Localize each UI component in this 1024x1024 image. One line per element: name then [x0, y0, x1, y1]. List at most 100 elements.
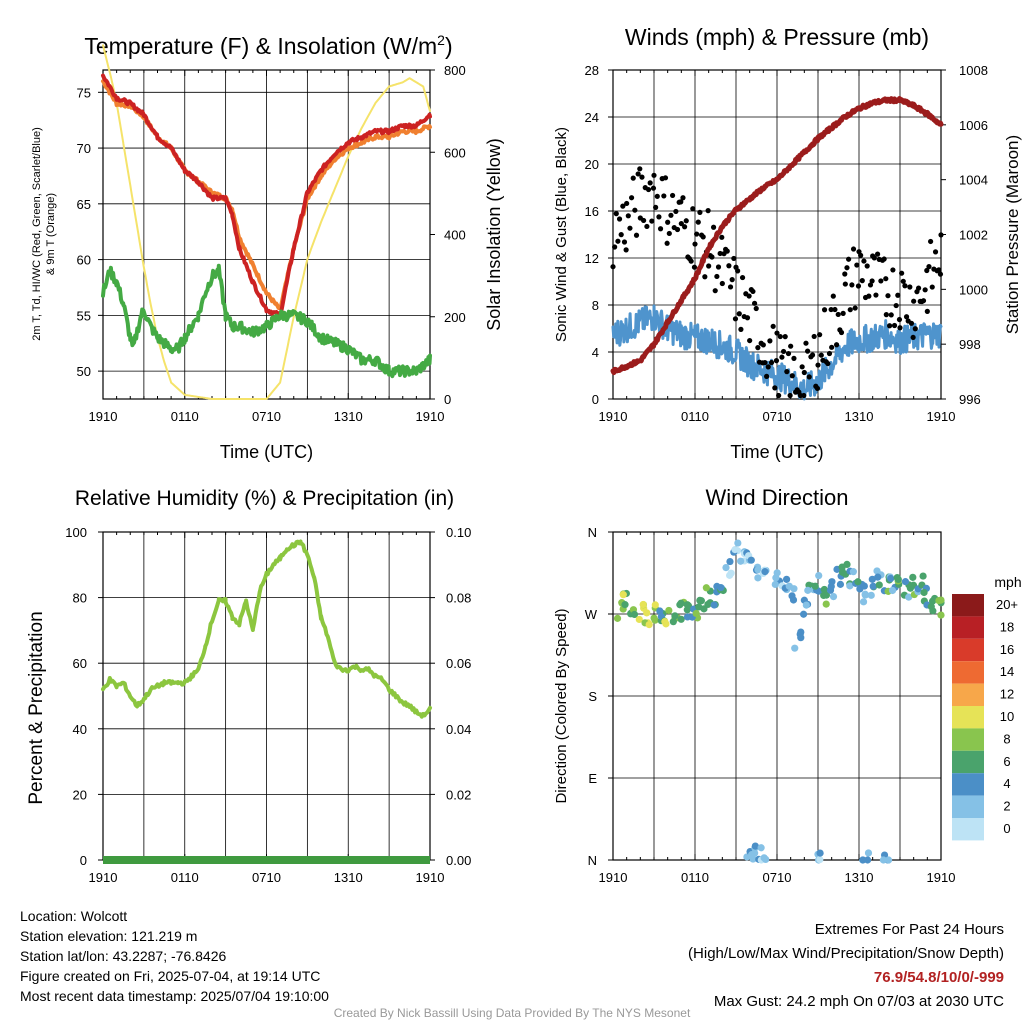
gust-point: [858, 252, 864, 258]
direction-point: [815, 571, 823, 580]
gust-point: [702, 274, 708, 280]
y-tick-label: N: [588, 525, 597, 540]
gust-point: [815, 362, 821, 368]
gust-point: [801, 369, 807, 376]
y-tick-label: 12: [585, 251, 599, 266]
gust-point: [825, 360, 831, 367]
gust-point: [610, 264, 616, 270]
legend-swatch: [952, 683, 984, 706]
legend-label: 4: [1003, 776, 1010, 791]
gust-point: [805, 348, 811, 354]
gust-point: [750, 288, 756, 295]
gust-point: [915, 285, 922, 291]
direction-point: [854, 578, 862, 586]
direction-point: [867, 591, 875, 599]
y-tick-label: 50: [77, 364, 91, 379]
gust-point: [849, 282, 855, 288]
gust-point: [911, 298, 917, 304]
gust-point: [907, 284, 913, 290]
gust-point: [633, 232, 640, 238]
gust-point: [929, 284, 935, 290]
x-tick-label: 1910: [927, 409, 956, 424]
gust-point: [644, 223, 650, 230]
winds-chart-title: Winds (mph) & Pressure (mb): [625, 24, 929, 50]
gust-point: [666, 230, 672, 237]
direction-point: [859, 856, 867, 864]
gust-point: [694, 231, 700, 237]
gust-point: [866, 293, 872, 299]
direction-point: [669, 618, 677, 626]
gust-point: [637, 166, 643, 172]
gust-point: [890, 267, 896, 273]
direction-point: [734, 539, 742, 547]
gust-point: [695, 219, 701, 225]
direction-point: [702, 584, 710, 592]
x-tick-label: 1910: [416, 870, 445, 885]
gust-point: [726, 263, 732, 269]
gust-point: [625, 213, 631, 219]
gust-point: [924, 308, 930, 314]
gust-point: [801, 392, 807, 399]
legend-label: 0: [1003, 821, 1010, 836]
gust-point: [881, 256, 887, 262]
x-tick-label: 1910: [599, 409, 628, 424]
gust-point: [859, 278, 865, 284]
direction-point: [621, 601, 629, 609]
direction-point: [816, 849, 824, 857]
temperature-chart: Temperature (F) & Insolation (W/m2) 50 55 6…: [31, 32, 504, 462]
direction-point: [861, 591, 869, 599]
gust-point: [787, 392, 793, 399]
direction-point: [802, 601, 810, 609]
direction-point: [683, 606, 691, 614]
direction-point: [929, 607, 937, 615]
direction-point: [710, 601, 718, 609]
direction-point: [884, 856, 893, 864]
temp-y-axis-label: 2m T, Td, HI/WC (Red, Green, Scarlet/Blu…: [31, 127, 43, 341]
gust-point: [724, 248, 730, 254]
gust-point: [817, 332, 823, 338]
direction-point: [643, 609, 651, 617]
direction-point: [804, 586, 812, 594]
gust-point: [844, 265, 850, 271]
temp-y-axis-label: & 9m T (Orange): [45, 193, 57, 275]
x-tick-label: 0110: [681, 409, 709, 424]
y2-tick-label: 0.10: [446, 525, 471, 540]
gust-point: [782, 334, 788, 340]
gust-point: [680, 195, 686, 201]
gust-point: [717, 250, 723, 257]
direction-point: [843, 560, 851, 568]
direction-point: [797, 628, 805, 636]
gust-point: [615, 238, 621, 244]
direction-point: [797, 634, 805, 642]
direction-point: [811, 582, 819, 590]
x-tick-label: 1910: [89, 870, 118, 885]
y-tick-label: 100: [65, 525, 87, 540]
y2-tick-label: 1006: [959, 118, 988, 133]
x-tick-label: 0110: [681, 870, 709, 885]
gust-point: [936, 267, 942, 273]
legend-label: 12: [1000, 687, 1014, 702]
gust-point: [835, 311, 841, 318]
y2-tick-label: 800: [444, 63, 466, 78]
rh-chart: Relative Humidity (%) & Precipitation (i…: [26, 487, 471, 885]
direction-point: [790, 585, 798, 593]
legend-label: 6: [1003, 754, 1010, 769]
direction-point: [695, 603, 703, 611]
direction-point: [937, 611, 945, 619]
direction-point: [754, 574, 762, 582]
gust-point: [908, 320, 915, 326]
gust-point: [657, 226, 664, 232]
x-tick-label: 0710: [763, 870, 792, 885]
direction-point: [656, 607, 664, 615]
direction-point: [747, 556, 755, 564]
gust-point: [852, 305, 858, 311]
direction-point: [909, 573, 917, 581]
direction-point: [822, 591, 831, 599]
direction-point: [873, 567, 881, 575]
gust-point: [832, 306, 838, 313]
direction-point: [619, 591, 627, 599]
gust-point: [691, 264, 698, 270]
y-tick-label: 16: [585, 204, 599, 219]
